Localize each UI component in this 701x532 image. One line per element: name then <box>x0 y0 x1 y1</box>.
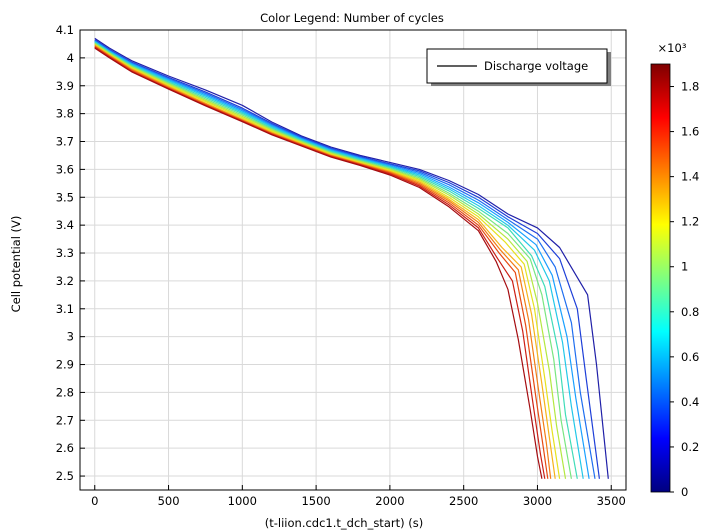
series-line <box>94 41 584 479</box>
series-line <box>94 44 561 479</box>
chart-title: Color Legend: Number of cycles <box>260 11 444 25</box>
colorbar-tick-label: 1.8 <box>681 80 699 94</box>
x-axis-label: (t-liion.cdc1.t_dch_start) (s) <box>265 516 423 530</box>
x-tick-label: 0 <box>91 494 98 508</box>
plot-frame <box>79 29 627 491</box>
x-tick-label: 1000 <box>228 494 257 508</box>
x-tick-label: 3500 <box>597 494 626 508</box>
y-tick-label: 3.3 <box>56 246 74 260</box>
x-tick-label: 2500 <box>449 494 478 508</box>
x-axis: 0 500 1000 1500 2000 2500 3000 3500 <box>91 485 626 508</box>
legend-entry: Discharge voltage <box>484 59 588 73</box>
x-tick-label: 3000 <box>523 494 552 508</box>
colorbar-tick-label: 0.8 <box>681 305 699 319</box>
colorbar-tick-label: 0.4 <box>681 395 699 409</box>
series-line <box>94 39 600 479</box>
series-line <box>94 47 543 479</box>
y-tick-label: 2.5 <box>56 469 74 483</box>
y-tick-label: 2.7 <box>56 413 74 427</box>
colorbar-tick-label: 1.2 <box>681 215 699 229</box>
y-tick-label: 3.6 <box>56 162 74 176</box>
y-tick-label: 3 <box>67 330 74 344</box>
series-line <box>94 42 578 479</box>
series-line <box>94 40 590 479</box>
y-tick-label: 2.6 <box>56 441 74 455</box>
series-line <box>94 43 567 479</box>
y-tick-label: 4.1 <box>56 23 74 37</box>
y-tick-label: 4 <box>67 51 74 65</box>
series-group <box>94 37 609 479</box>
colorbar <box>650 63 671 493</box>
colorbar-tick-label: 0.2 <box>681 440 699 454</box>
series-line <box>94 44 556 479</box>
colorbar-tick-label: 1.6 <box>681 125 699 139</box>
y-axis: 2.5 2.6 2.7 2.8 2.9 3 3.1 3.2 3.3 3.4 3.5 3.6 3.7 3.8… <box>56 23 85 483</box>
y-tick-label: 3.5 <box>56 190 74 204</box>
legend: Discharge voltage <box>426 48 611 86</box>
series-line <box>94 42 572 479</box>
series-line <box>94 40 596 479</box>
x-tick-label: 1500 <box>301 494 330 508</box>
series-line <box>94 37 609 479</box>
y-axis-label: Cell potential (V) <box>9 216 23 313</box>
colorbar-multiplier: ×10³ <box>658 41 687 55</box>
y-tick-label: 3.4 <box>56 218 74 232</box>
y-tick-label: 3.8 <box>56 107 74 121</box>
x-tick-label: 500 <box>158 494 180 508</box>
y-tick-label: 3.2 <box>56 274 74 288</box>
colorbar-tick-label: 1 <box>681 260 688 274</box>
y-tick-label: 2.8 <box>56 385 74 399</box>
x-tick-label: 2000 <box>375 494 404 508</box>
colorbar-axis: 0 0.2 0.4 0.6 0.8 1 1.2 1.4 1.6 1.8 <box>670 80 699 499</box>
y-tick-label: 3.1 <box>56 302 74 316</box>
y-tick-label: 3.7 <box>56 135 74 149</box>
series-line <box>94 45 552 479</box>
y-tick-label: 2.9 <box>56 358 74 372</box>
colorbar-tick-label: 0 <box>681 485 688 499</box>
colorbar-tick-label: 0.6 <box>681 350 699 364</box>
y-tick-label: 3.9 <box>56 79 74 93</box>
colorbar-tick-label: 1.4 <box>681 170 699 184</box>
